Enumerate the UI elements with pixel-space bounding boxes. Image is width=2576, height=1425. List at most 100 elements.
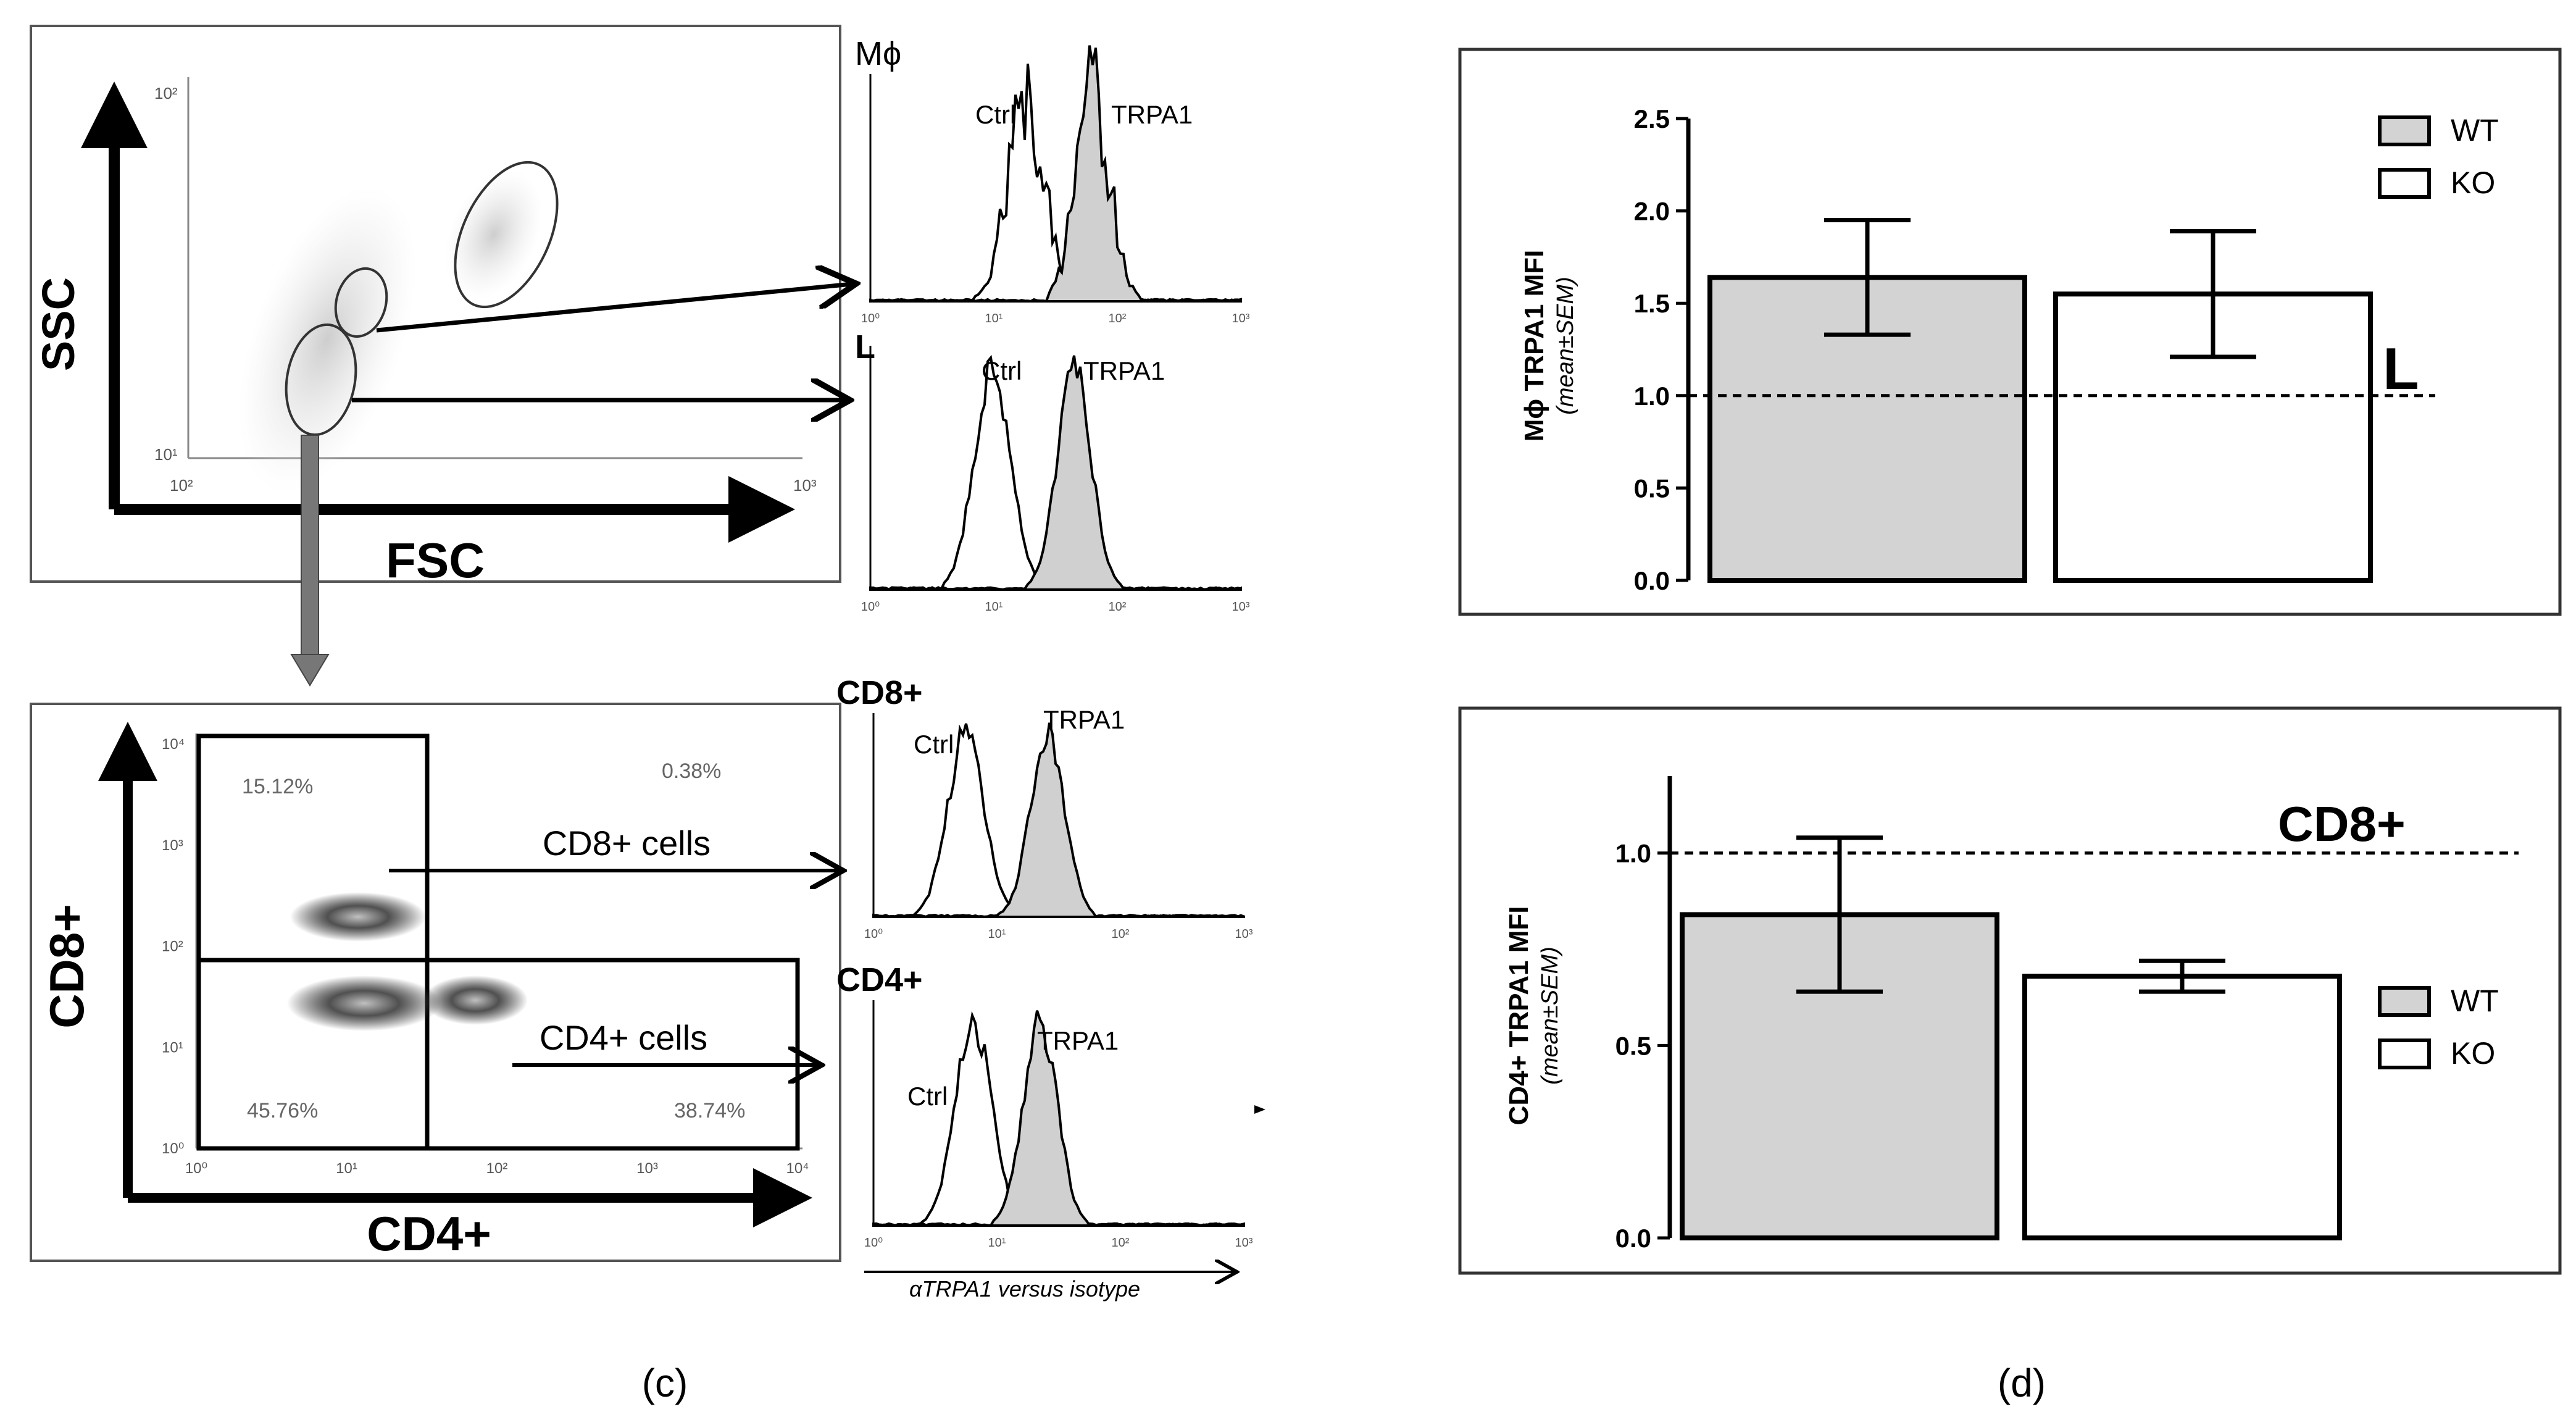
y-tick-label: 0.5 xyxy=(1615,1031,1651,1060)
tick-fsc-right: 10³ xyxy=(793,476,817,495)
ctrl-label: Ctrl xyxy=(982,356,1022,385)
label-cd4-cells: CD4+ cells xyxy=(540,1018,707,1057)
tick-ssc-bottom: 10¹ xyxy=(154,445,178,464)
quad-ll: 45.76% xyxy=(247,1099,318,1122)
cd4-axis-label: CD4+ xyxy=(367,1206,491,1261)
trpa1-label: TRPA1 xyxy=(1111,100,1193,129)
histogram-x-tick: 10⁰ xyxy=(861,312,880,325)
histogram-2: L Ctrl TRPA1 10⁰ 10¹ 10² 10³ xyxy=(855,328,1250,614)
bar-chart-cd4: 0.0 0.5 1.0 CD8+ CD4+ TRPA1 MFI (mean±SEM) WT K… xyxy=(1458,706,2562,1275)
tick-fsc-left: 10² xyxy=(170,476,193,495)
y-tick-label: 0.5 xyxy=(1634,474,1670,503)
ctrl-label: Ctrl xyxy=(914,730,954,759)
histogram-title: Mϕ xyxy=(855,35,901,72)
scatter2-x-tick: 10² xyxy=(486,1160,508,1177)
histogram-curve xyxy=(869,45,1242,303)
legend-swatch-wt xyxy=(2378,115,2431,146)
histograms: Mϕ Ctrl TRPA1 10⁰ 10¹ 10² 10³ L Ctrl TRPA1 10⁰ 10¹ 1… xyxy=(836,35,1253,1250)
scatter2-y-tick: 10⁴ xyxy=(162,736,185,753)
y-tick-label: 1.0 xyxy=(1615,839,1651,868)
histogram-x-tick: 10² xyxy=(1112,1236,1130,1250)
scatter2-y-tick: 10¹ xyxy=(162,1039,183,1056)
y-tick-label: 2.0 xyxy=(1634,197,1670,226)
histogram-x-tick: 10² xyxy=(1112,927,1130,941)
reference-label: CD8+ xyxy=(2278,796,2406,851)
gate-down-arrowhead xyxy=(290,654,330,687)
bar-chart-mphi: 0.0 0.5 1.0 1.5 2.0 2.5 L Mϕ TRPA1 MFI (mean±SEM… xyxy=(1458,48,2562,616)
y-axis-label: Mϕ TRPA1 MFI xyxy=(1519,250,1549,442)
quad-ur: 0.38% xyxy=(662,759,721,783)
histogram-x-tick: 10² xyxy=(1109,600,1127,614)
scatter2-x-ticks: 10⁰ 10¹ 10² 10³ 10⁴ xyxy=(185,1160,809,1177)
cd4-population xyxy=(423,976,528,1025)
gate-down-connector xyxy=(301,435,319,658)
scatter2-y-ticks: 10⁰ 10¹ 10² 10³ 10⁴ xyxy=(162,736,185,1157)
cell-cloud-upper xyxy=(445,170,543,299)
fsc-label: FSC xyxy=(386,533,485,588)
arrow-to-mphi xyxy=(376,284,852,333)
y-tick-label: 2.5 xyxy=(1634,104,1670,133)
histogram-x-tick: 10⁰ xyxy=(864,1236,883,1250)
histogram-x-tick: 10¹ xyxy=(988,927,1006,941)
histogram-curve xyxy=(872,722,1245,919)
small-marker xyxy=(1254,1105,1265,1114)
histogram-4: CD4+ Ctrl TRPA1 10⁰ 10¹ 10² 10³ xyxy=(836,961,1253,1250)
legend-label: KO xyxy=(2451,1036,2495,1071)
scatter-frame xyxy=(30,25,841,583)
legend-swatch-ko xyxy=(2378,168,2431,199)
gate-large-cells xyxy=(454,161,559,309)
histogram-x-tick: 10³ xyxy=(1232,312,1250,325)
histogram-curve xyxy=(869,355,1242,591)
label-cd8-cells: CD8+ cells xyxy=(543,824,711,863)
reference-label: L xyxy=(2383,336,2419,402)
bar-ko xyxy=(2022,974,2342,1240)
scatter2-y-tick: 10² xyxy=(162,938,183,955)
legend-swatch-wt xyxy=(2378,986,2431,1017)
scatter2-frame xyxy=(30,703,841,1262)
scatter2-y-tick: 10⁰ xyxy=(162,1140,184,1157)
gate-lymphocyte xyxy=(285,323,357,437)
y-tick-label: 0.0 xyxy=(1634,566,1670,595)
hist-axis-label: αTRPA1 versus isotype xyxy=(909,1276,1140,1302)
cd8-axis-label: CD8+ xyxy=(40,904,94,1029)
y-tick-label: 0.0 xyxy=(1615,1224,1651,1253)
chart-frame xyxy=(1458,706,2562,1275)
scatter2-x-tick: 10⁰ xyxy=(185,1160,207,1177)
histogram-x-tick: 10³ xyxy=(1235,1236,1253,1250)
y-tick-label: 1.5 xyxy=(1634,289,1670,318)
histogram-x-tick: 10³ xyxy=(1232,600,1250,614)
trpa1-label: TRPA1 xyxy=(1037,1026,1119,1055)
scatter-cd4-cd8: CD8+ CD4+ 10⁰ 10¹ 10² 10³ 10⁴ 10⁰ 10¹ 10² 10³ 10… xyxy=(30,703,841,1262)
caption-d: (d) xyxy=(1998,1361,2046,1405)
histogram-curve xyxy=(872,1010,1245,1227)
histogram-x-tick: 10⁰ xyxy=(861,600,880,614)
chart-frame xyxy=(1458,48,2562,616)
histogram-title: L xyxy=(855,328,875,366)
scatter2-x-tick: 10⁴ xyxy=(786,1160,809,1177)
histogram-curve xyxy=(869,64,1242,303)
caption-c: (c) xyxy=(642,1361,688,1405)
double-neg-population xyxy=(287,976,441,1031)
ctrl-label: Ctrl xyxy=(907,1082,948,1111)
y-axis-label: CD4+ TRPA1 MFI xyxy=(1504,906,1534,1126)
scatter-fsc-ssc: SSC FSC 10² 10¹ 10² 10³ xyxy=(30,25,852,687)
ssc-label: SSC xyxy=(33,277,84,371)
trpa1-label: TRPA1 xyxy=(1083,356,1165,385)
y-axis-sublabel: (mean±SEM) xyxy=(1537,947,1563,1085)
tick-ssc-top: 10² xyxy=(154,84,178,102)
histogram-title: CD4+ xyxy=(836,961,923,998)
ctrl-label: Ctrl xyxy=(975,100,1015,129)
histogram-title: CD8+ xyxy=(836,674,923,711)
histogram-x-tick: 10⁰ xyxy=(864,927,883,941)
quad-ul: 15.12% xyxy=(242,775,313,798)
legend-label: WT xyxy=(2451,984,2499,1018)
scatter2-x-tick: 10³ xyxy=(636,1160,658,1177)
trpa1-label: TRPA1 xyxy=(1043,705,1125,734)
histogram-1: Mϕ Ctrl TRPA1 10⁰ 10¹ 10² 10³ xyxy=(855,35,1250,325)
quad-lr: 38.74% xyxy=(674,1099,745,1122)
gate-macrophage xyxy=(334,267,388,338)
histogram-x-tick: 10¹ xyxy=(985,600,1003,614)
histogram-x-tick: 10¹ xyxy=(988,1236,1006,1250)
histogram-x-tick: 10² xyxy=(1109,312,1127,325)
scatter2-y-tick: 10³ xyxy=(162,837,183,854)
